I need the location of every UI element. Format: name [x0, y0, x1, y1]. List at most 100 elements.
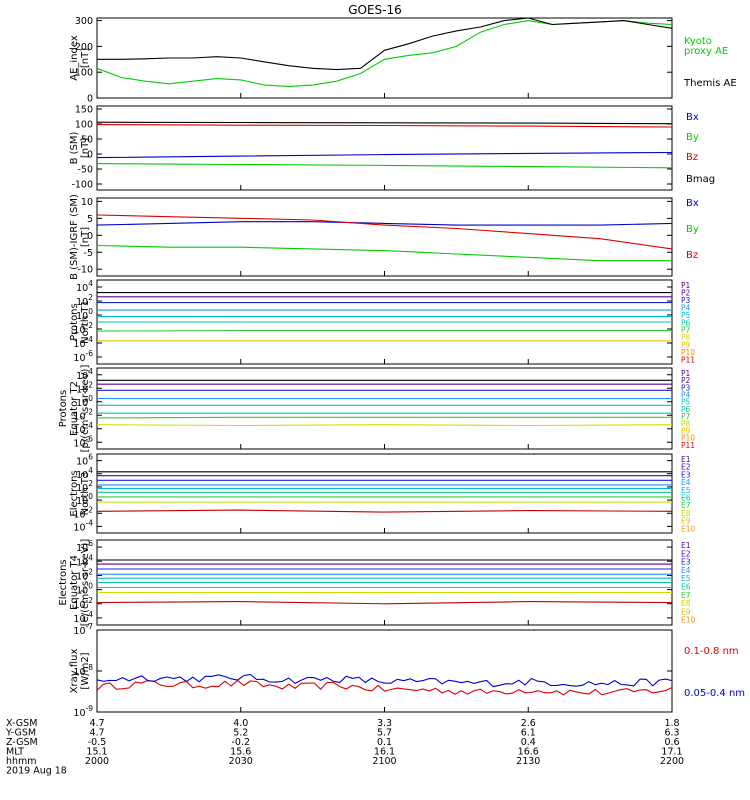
y-tick-label: 102	[76, 293, 93, 308]
y-tick-label: 10-6	[73, 349, 93, 364]
footer-value: 0.4	[521, 737, 536, 748]
y-tick-label: 150	[75, 105, 93, 116]
y-tick-base: 10	[76, 470, 88, 481]
y-axis-label: [nT]	[80, 138, 91, 158]
y-tick-exponent: 2	[88, 479, 93, 488]
footer-value: 0.1	[377, 737, 392, 748]
y-axis-label: [W/m2]	[80, 652, 91, 689]
y-axis-label: Equator T4	[69, 555, 80, 610]
footer-row-label: MLT	[6, 747, 24, 758]
footer-value: 2100	[372, 756, 396, 767]
y-tick-exponent: 4	[88, 279, 93, 288]
y-tick-exponent: 2	[88, 567, 93, 576]
series-p8	[96, 424, 673, 427]
y-tick-label: -100	[71, 180, 93, 191]
y-tick-label: 0	[87, 150, 93, 161]
y-tick-base: 10	[76, 483, 88, 494]
y-tick-exponent: 4	[88, 367, 93, 376]
panel-bsm: 150 100 50 0 -50 -100 B (SM) [nT] Bx By Bz Bmag	[69, 105, 715, 191]
footer-value: 4.7	[89, 728, 104, 739]
y-tick-base: 10	[76, 557, 88, 568]
y-tick-label: 50	[81, 135, 93, 146]
footer-value: 6.3	[664, 728, 679, 739]
legend-bmag: Bmag	[686, 174, 715, 185]
series-p7	[96, 330, 672, 332]
y-tick-base: 10	[73, 339, 85, 350]
y-tick-base: 10	[73, 708, 85, 719]
y-axis-label: [nT]	[80, 48, 91, 68]
y-axis-label: Electrons	[58, 559, 69, 605]
footer-value: 17.1	[661, 747, 682, 758]
legend-themis-ae: Themis AE	[683, 78, 737, 89]
channel-label-p7: P7	[681, 412, 691, 421]
y-tick-label: 5	[87, 214, 93, 225]
footer-value: 3.3	[377, 718, 392, 729]
channel-label-p4: P4	[681, 391, 691, 400]
channel-label-p9: P9	[681, 341, 691, 350]
y-tick-base: 10	[76, 543, 88, 554]
y-tick-exponent: 0	[88, 492, 93, 501]
y-axis-label: North T3	[80, 472, 91, 516]
y-tick-exponent: -4	[86, 610, 94, 619]
series-bz	[96, 124, 673, 128]
series-bmag	[96, 121, 673, 125]
footer-value: 5.2	[233, 728, 248, 739]
legend-bx: Bx	[686, 198, 699, 209]
y-tick-base: 10	[76, 571, 88, 582]
y-tick-exponent: -6	[86, 349, 94, 358]
series-themis-ae	[97, 17, 673, 71]
y-tick-label: 10-7	[73, 622, 93, 637]
channel-label-p4: P4	[681, 303, 691, 312]
footer-value: 2.6	[521, 718, 536, 729]
y-tick-label: 10-4	[73, 335, 93, 350]
y-tick-label: 104	[76, 279, 93, 294]
y-axis-label: North T1	[80, 300, 91, 344]
y-tick-exponent: 4	[88, 466, 93, 475]
channel-label-e8: E8	[681, 509, 691, 518]
legend-by: By	[686, 224, 699, 235]
y-tick-base: 10	[73, 522, 85, 533]
y-tick-exponent: -6	[86, 434, 94, 443]
footer-date: 2019 Aug 18	[6, 766, 67, 777]
footer-value: 2000	[85, 756, 109, 767]
y-tick-exponent: 0	[88, 307, 93, 316]
panel-frame	[96, 197, 673, 277]
y-tick-label: 104	[76, 553, 93, 568]
footer-row-label: X-GSM	[6, 718, 37, 729]
channel-label-e4: E4	[681, 566, 691, 575]
footer-value: 4.7	[89, 718, 104, 729]
channel-label-p2: P2	[681, 376, 691, 385]
y-tick-label: 0	[87, 231, 93, 242]
y-tick-label: 10-2	[73, 505, 93, 520]
y-axis-label: Protons	[58, 390, 69, 427]
y-tick-exponent: 0	[88, 582, 93, 591]
y-tick-exponent: -2	[86, 407, 94, 416]
channel-label-p1: P1	[681, 369, 691, 378]
channel-label-p9: P9	[681, 426, 691, 435]
channel-label-e10: E10	[681, 616, 696, 625]
panel-bigrf: 10 5 0 -5 -10B (SM)-IGRF (SM) [nT] Bx By Bz	[69, 194, 699, 280]
y-tick-exponent: 2	[88, 380, 93, 389]
footer-row-label: Z-GSM	[6, 737, 38, 748]
y-tick-exponent: -4	[86, 421, 94, 430]
channel-label-e5: E5	[681, 574, 691, 583]
footer-value: 16.1	[374, 747, 395, 758]
channel-label-e7: E7	[681, 501, 691, 510]
legend-0-1-0-8-nm: 0.1-0.8 nm	[684, 646, 739, 657]
y-tick-label: 102	[76, 567, 93, 582]
channel-label-p3: P3	[681, 383, 691, 392]
y-tick-base: 10	[73, 667, 85, 678]
channel-label-p7: P7	[681, 326, 691, 335]
series-bx	[96, 151, 673, 159]
series-by	[96, 163, 673, 169]
channel-label-e7: E7	[681, 591, 691, 600]
y-tick-base: 10	[76, 457, 88, 468]
channel-label-e3: E3	[681, 470, 691, 479]
y-tick-label: 10-4	[73, 421, 93, 436]
channel-label-e5: E5	[681, 486, 691, 495]
series-bx	[96, 221, 673, 226]
y-tick-base: 10	[73, 438, 85, 449]
